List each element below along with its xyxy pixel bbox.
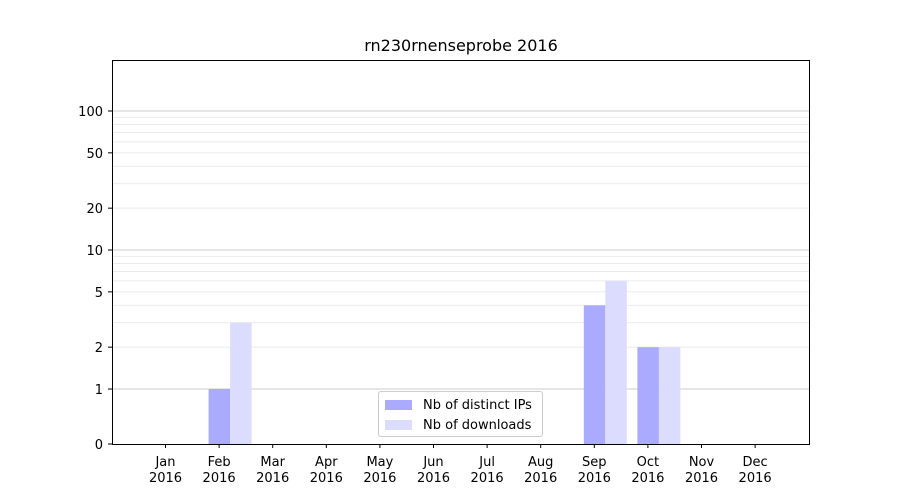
y-tick-label: 10 bbox=[86, 244, 103, 259]
x-tick-label: Jan 2016 bbox=[149, 455, 182, 486]
x-tick-label: Aug 2016 bbox=[524, 455, 557, 486]
plot-area-frame bbox=[112, 60, 810, 445]
grid-lines bbox=[112, 110, 809, 390]
x-tick-label: Mar 2016 bbox=[256, 455, 289, 486]
x-tick-label: Feb 2016 bbox=[203, 455, 236, 486]
chart-title: rn230rnenseprobe 2016 bbox=[364, 36, 558, 55]
x-tick-label: Sep 2016 bbox=[578, 455, 611, 486]
legend-item-downloads: Nb of downloads bbox=[385, 417, 531, 433]
legend-item-ips: Nb of distinct IPs bbox=[385, 397, 532, 413]
x-tick-label: Jul 2016 bbox=[471, 455, 504, 486]
y-axis-ticks: 0 1 2 5 10 20 50 100 bbox=[78, 105, 112, 453]
x-tick-label: Dec 2016 bbox=[739, 455, 772, 486]
x-axis-ticks: Jan 2016 Feb 2016 Mar 2016 Apr 2016 May 2016 Jun 20… bbox=[149, 444, 772, 486]
x-tick-label: May 2016 bbox=[363, 455, 396, 486]
y-tick-label: 1 bbox=[95, 383, 103, 398]
bar-downloads-feb bbox=[230, 322, 252, 444]
x-tick-label: Jun 2016 bbox=[417, 455, 450, 486]
y-tick-label: 50 bbox=[86, 147, 103, 162]
bar-downloads-oct bbox=[658, 347, 681, 444]
legend-swatch-ips bbox=[385, 400, 412, 410]
x-tick-label: Apr 2016 bbox=[310, 455, 343, 486]
x-tick-label: Oct 2016 bbox=[631, 455, 664, 486]
x-tick-label: Nov 2016 bbox=[685, 455, 718, 486]
legend-label-ips: Nb of distinct IPs bbox=[423, 397, 532, 413]
legend-label-downloads: Nb of downloads bbox=[423, 417, 532, 433]
y-tick-label: 100 bbox=[78, 105, 103, 120]
y-tick-label: 2 bbox=[95, 341, 103, 356]
legend: Nb of distinct IPs Nb of downloads bbox=[378, 391, 543, 437]
bar-ips-oct bbox=[637, 347, 659, 444]
y-tick-label: 20 bbox=[86, 202, 103, 217]
bars bbox=[208, 280, 681, 444]
legend-swatch-downloads bbox=[385, 420, 412, 430]
bar-downloads-sep bbox=[605, 280, 627, 444]
bar-ips-sep bbox=[583, 305, 606, 444]
y-tick-label: 5 bbox=[95, 286, 103, 301]
y-tick-label: 0 bbox=[95, 438, 103, 453]
bar-ips-feb bbox=[208, 389, 231, 444]
